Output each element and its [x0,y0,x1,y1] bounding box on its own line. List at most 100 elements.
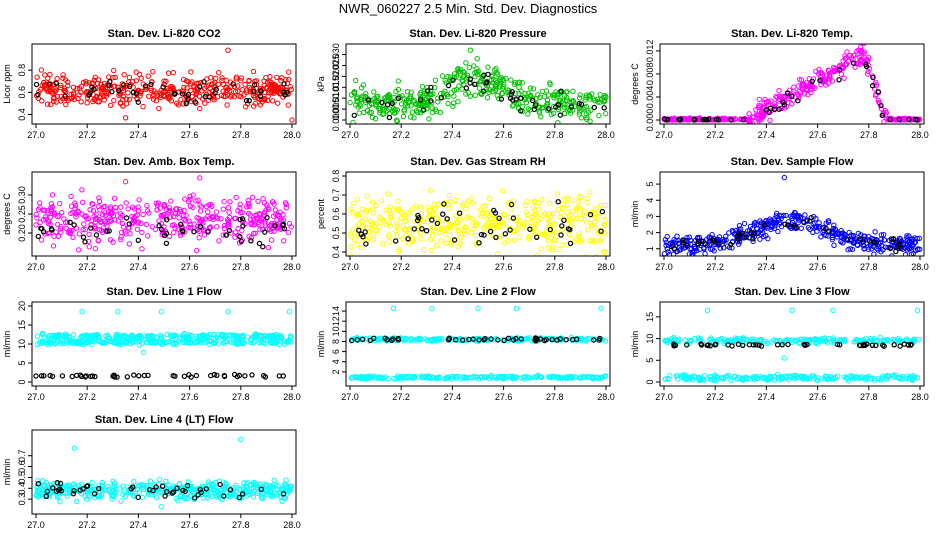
data-point [262,220,268,226]
data-point [831,68,838,75]
data-point [262,483,268,489]
data-point [906,116,912,123]
data-point [99,479,106,486]
data-point [207,224,214,230]
data-point [825,76,831,82]
data-point [380,217,386,223]
data-point [847,246,853,252]
data-point [697,336,704,342]
data-point [60,75,66,81]
data-point [378,198,385,204]
data-point [118,236,124,243]
data-point [58,82,64,88]
data-point [145,333,151,339]
data-point [424,219,431,225]
data-point [205,495,211,501]
data-point [285,229,292,236]
x-tick-label: 27.4 [444,392,462,402]
data-point [238,78,244,84]
data-point [491,225,497,232]
data-point [746,111,752,117]
data-point [822,337,828,344]
data-point [590,212,596,218]
data-point [136,373,142,379]
data-point [111,97,117,104]
data-point [75,95,81,102]
data-point [154,207,160,213]
data-point [726,372,732,379]
data-point [884,337,891,343]
data-point [512,374,518,380]
data-point [773,213,779,219]
data-point [226,214,233,221]
data-point [228,340,235,346]
data-point [438,90,444,97]
data-point [522,90,528,97]
data-point [174,100,180,107]
data-point [567,240,574,247]
data-point [766,109,772,116]
x-tick-label: 27.0 [341,130,359,140]
data-point [243,97,250,104]
data-point [709,246,716,252]
outlier-point [914,307,921,313]
y-tick-label: 0.005 [331,98,341,121]
data-point [409,238,416,244]
data-point [796,95,802,101]
data-point [481,232,487,238]
data-point [460,78,466,85]
data-point [574,215,580,222]
data-point [38,237,45,243]
data-point [577,92,583,98]
data-point [165,70,172,76]
series-selected [33,371,286,380]
data-point [411,226,417,232]
data-point [583,111,589,117]
data-point [539,196,545,203]
data-point [460,337,466,343]
data-point [135,494,141,501]
data-point [812,374,818,380]
data-point [912,116,919,123]
data-point [189,79,195,85]
x-tick-label: 27.4 [130,520,148,530]
data-point [532,374,539,381]
data-point [872,229,878,235]
data-point [463,85,470,91]
data-point [103,93,110,99]
data-point [61,87,68,94]
data-point [708,335,714,341]
data-point [396,208,403,214]
data-point [210,81,216,87]
data-point [283,205,289,211]
data-point [518,95,524,101]
series-all [33,175,294,254]
data-point [680,239,686,246]
data-point [70,90,77,96]
data-point [546,211,552,217]
data-point [511,375,517,382]
y-tick-label: 0.7 [17,449,27,462]
data-point [360,237,366,243]
data-point [349,337,355,344]
data-point [602,202,609,209]
data-point [881,343,887,349]
data-point [662,116,668,122]
data-point [248,221,254,228]
data-point [216,238,222,244]
data-point [473,232,479,239]
data-point [272,223,278,229]
data-point [259,216,265,222]
data-point [810,373,816,379]
data-point [740,376,747,382]
data-point [795,97,801,104]
data-point [55,233,62,240]
data-point [545,237,552,244]
x-tick-label: 28.0 [283,520,301,530]
data-point [71,488,77,494]
data-point [576,231,582,237]
data-point [279,75,285,81]
data-point [127,231,133,237]
data-point [761,222,768,228]
data-point [895,338,902,344]
